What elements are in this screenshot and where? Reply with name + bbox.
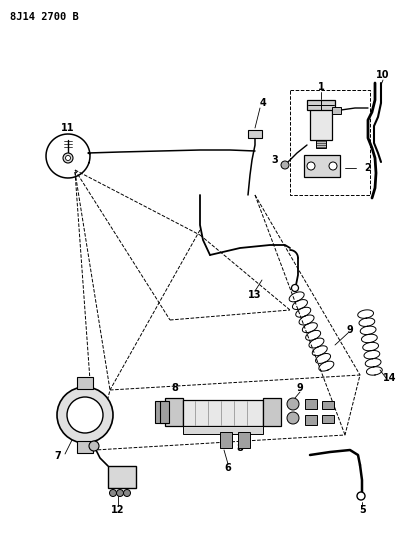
Bar xyxy=(182,400,262,426)
Bar xyxy=(155,401,164,423)
Bar xyxy=(315,140,325,148)
Circle shape xyxy=(89,441,99,451)
Bar xyxy=(182,426,262,434)
Text: 3: 3 xyxy=(271,155,277,165)
Circle shape xyxy=(306,162,314,170)
Text: 9: 9 xyxy=(296,383,303,393)
Bar xyxy=(160,401,168,423)
Circle shape xyxy=(286,412,298,424)
Circle shape xyxy=(109,489,116,497)
Text: 11: 11 xyxy=(61,123,75,133)
Bar xyxy=(304,399,316,409)
Circle shape xyxy=(57,387,113,443)
Bar xyxy=(304,415,316,425)
Text: 6: 6 xyxy=(224,463,231,473)
Text: 8: 8 xyxy=(236,443,243,453)
Text: 14: 14 xyxy=(382,373,396,383)
Bar xyxy=(108,466,136,488)
Text: 2: 2 xyxy=(364,163,371,173)
Bar xyxy=(306,100,334,110)
Circle shape xyxy=(291,285,298,292)
Circle shape xyxy=(286,398,298,410)
Text: 1: 1 xyxy=(317,82,324,92)
Bar xyxy=(247,130,261,138)
Text: 12: 12 xyxy=(111,505,124,515)
Text: 5: 5 xyxy=(359,505,365,515)
Circle shape xyxy=(116,489,123,497)
Text: 4: 4 xyxy=(259,98,266,108)
Circle shape xyxy=(356,492,364,500)
Text: 8: 8 xyxy=(171,383,178,393)
Bar xyxy=(331,107,340,114)
Bar xyxy=(237,432,249,448)
Circle shape xyxy=(63,153,73,163)
Bar xyxy=(262,398,280,426)
Text: 9: 9 xyxy=(346,325,352,335)
Circle shape xyxy=(280,161,288,169)
Circle shape xyxy=(67,397,103,433)
Bar xyxy=(321,415,333,423)
Text: 13: 13 xyxy=(248,290,261,300)
Bar xyxy=(303,155,339,177)
Text: 8J14 2700 B: 8J14 2700 B xyxy=(10,12,79,22)
Circle shape xyxy=(328,162,336,170)
Bar xyxy=(77,441,93,453)
Circle shape xyxy=(65,156,70,160)
Bar xyxy=(219,432,231,448)
Circle shape xyxy=(123,489,130,497)
Bar xyxy=(77,377,93,389)
Bar xyxy=(164,398,182,426)
Text: 10: 10 xyxy=(375,70,389,80)
Bar xyxy=(309,105,331,140)
Text: 7: 7 xyxy=(55,451,61,461)
Bar xyxy=(321,401,333,409)
